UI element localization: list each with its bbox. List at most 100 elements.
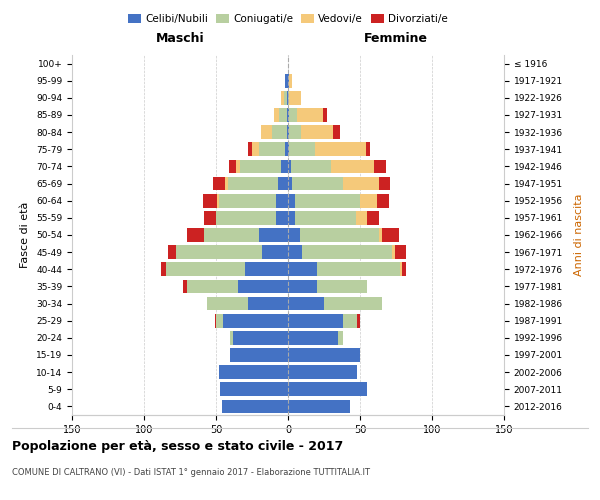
Bar <box>208 296 248 310</box>
Bar <box>176 246 262 259</box>
Bar <box>284 91 287 104</box>
Bar <box>292 176 343 190</box>
Bar <box>205 211 216 224</box>
Bar <box>220 382 288 396</box>
Bar <box>289 91 301 104</box>
Text: Femmine: Femmine <box>364 32 428 44</box>
Bar <box>219 194 277 207</box>
Bar <box>402 262 406 276</box>
Bar <box>187 228 205 242</box>
Bar <box>213 176 224 190</box>
Bar <box>289 142 316 156</box>
Bar <box>288 314 343 328</box>
Legend: Celibi/Nubili, Coniugati/e, Vedovi/e, Divorziati/e: Celibi/Nubili, Coniugati/e, Vedovi/e, Di… <box>124 10 452 29</box>
Bar <box>343 176 379 190</box>
Bar <box>288 211 295 224</box>
Bar <box>392 246 395 259</box>
Bar <box>288 176 292 190</box>
Bar <box>262 246 288 259</box>
Bar <box>277 194 288 207</box>
Bar <box>203 194 217 207</box>
Bar <box>285 74 288 88</box>
Bar <box>288 280 317 293</box>
Y-axis label: Anni di nascita: Anni di nascita <box>574 194 584 276</box>
Bar <box>288 382 367 396</box>
Bar <box>287 91 288 104</box>
Y-axis label: Fasce di età: Fasce di età <box>20 202 31 268</box>
Bar <box>183 280 187 293</box>
Bar <box>299 228 379 242</box>
Bar <box>323 108 327 122</box>
Bar <box>281 91 284 104</box>
Bar <box>332 126 340 139</box>
Bar <box>288 108 289 122</box>
Bar <box>301 126 332 139</box>
Bar <box>288 246 302 259</box>
Bar <box>280 108 287 122</box>
Bar <box>216 314 223 328</box>
Bar <box>366 142 370 156</box>
Bar <box>302 246 392 259</box>
Bar <box>367 211 379 224</box>
Bar <box>245 262 288 276</box>
Bar <box>289 108 296 122</box>
Bar <box>288 366 357 379</box>
Bar <box>238 280 288 293</box>
Bar <box>317 262 400 276</box>
Bar <box>324 296 382 310</box>
Bar <box>288 400 350 413</box>
Bar <box>216 211 277 224</box>
Bar <box>223 314 288 328</box>
Bar <box>248 142 252 156</box>
Bar <box>289 126 301 139</box>
Bar <box>169 246 176 259</box>
Bar <box>278 176 288 190</box>
Bar <box>379 176 390 190</box>
Bar <box>166 262 245 276</box>
Bar <box>224 176 227 190</box>
Bar <box>205 228 259 242</box>
Bar <box>248 296 288 310</box>
Bar <box>288 74 289 88</box>
Bar <box>288 348 360 362</box>
Bar <box>357 314 360 328</box>
Bar <box>287 108 288 122</box>
Bar <box>288 194 295 207</box>
Bar <box>288 142 289 156</box>
Bar <box>295 211 356 224</box>
Bar <box>379 228 382 242</box>
Bar <box>295 194 360 207</box>
Bar <box>217 194 219 207</box>
Bar <box>356 211 367 224</box>
Bar <box>289 74 292 88</box>
Bar <box>343 314 357 328</box>
Bar <box>277 211 288 224</box>
Bar <box>288 91 289 104</box>
Bar <box>285 142 288 156</box>
Text: Popolazione per età, sesso e stato civile - 2017: Popolazione per età, sesso e stato civil… <box>12 440 343 453</box>
Bar <box>260 126 272 139</box>
Bar <box>360 194 377 207</box>
Bar <box>241 160 281 173</box>
Bar <box>377 194 389 207</box>
Bar <box>288 262 317 276</box>
Bar <box>219 366 288 379</box>
Bar <box>252 142 259 156</box>
Bar <box>288 296 324 310</box>
Bar <box>259 228 288 242</box>
Text: COMUNE DI CALTRANO (VI) - Dati ISTAT 1° gennaio 2017 - Elaborazione TUTTITALIA.I: COMUNE DI CALTRANO (VI) - Dati ISTAT 1° … <box>12 468 370 477</box>
Bar <box>288 126 289 139</box>
Bar <box>296 108 323 122</box>
Bar <box>317 280 367 293</box>
Bar <box>230 348 288 362</box>
Bar <box>288 228 299 242</box>
Bar <box>331 160 374 173</box>
Bar <box>288 160 291 173</box>
Bar <box>227 176 278 190</box>
Bar <box>230 331 233 344</box>
Bar <box>382 228 399 242</box>
Bar <box>374 160 386 173</box>
Bar <box>316 142 366 156</box>
Bar <box>187 280 238 293</box>
Bar <box>236 160 241 173</box>
